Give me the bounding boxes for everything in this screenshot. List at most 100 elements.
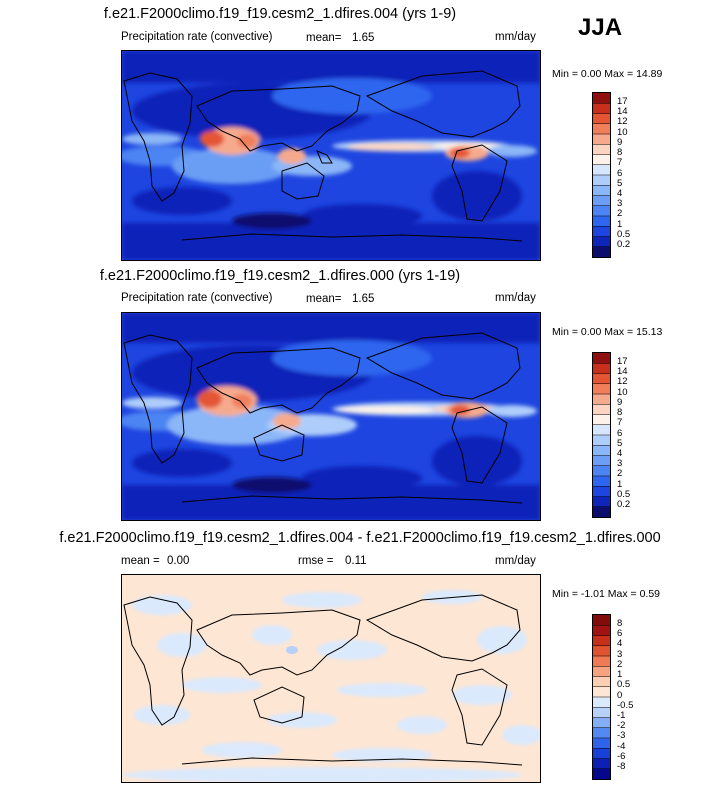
panel-3-minmax: Min = -1.01 Max = 0.59 — [552, 588, 660, 600]
colorbar-swatch — [593, 154, 610, 166]
panel-1-tick-13: 14 — [617, 106, 628, 117]
panel-3-tick-10: 2 — [617, 659, 623, 670]
panel-3-map — [121, 574, 541, 783]
panel-1-minmax: Min = 0.00 Max = 14.89 — [552, 68, 662, 80]
panel-2-title: f.e21.F2000climo.f19_f19.cesm2_1.dfires.… — [99, 268, 461, 284]
panel-1-mean-value: 1.65 — [352, 32, 375, 44]
panel-2-colorbar — [592, 352, 611, 518]
panel-2-max-value: 15.13 — [636, 326, 663, 338]
panel-2-mean-label: mean= — [306, 293, 342, 305]
panel-1-tick-3: 2 — [617, 208, 623, 219]
panel-2-tick-14: 17 — [617, 356, 628, 367]
panel-1-tick-7: 6 — [617, 168, 623, 179]
colorbar-swatch — [593, 656, 610, 667]
season-label: JJA — [578, 14, 623, 41]
panel-3-max-value: 0.59 — [639, 588, 660, 600]
colorbar-swatch — [593, 615, 610, 626]
panel-3-tick-5: -1 — [617, 710, 626, 721]
panel-1-tick-14: 17 — [617, 96, 628, 107]
panel-3-mean-label: mean = — [121, 555, 160, 567]
panel-1-units: mm/day — [495, 31, 536, 43]
colorbar-swatch — [593, 758, 610, 770]
colorbar-swatch — [593, 424, 610, 436]
panel-2-tick-5: 4 — [617, 448, 623, 459]
colorbar-swatch — [593, 144, 610, 155]
panel-3-tick-3: -3 — [617, 730, 626, 741]
colorbar-swatch — [593, 727, 610, 739]
panel-1-tick-5: 4 — [617, 188, 623, 199]
colorbar-swatch — [593, 717, 610, 729]
panel-2-tick-1: 0.5 — [617, 489, 631, 500]
panel-1-mean-label: mean= — [306, 32, 342, 44]
panel-3-max-label: Max = — [607, 588, 637, 600]
panel-3-tick-9: 1 — [617, 669, 623, 680]
panel-1-tick-4: 3 — [617, 198, 623, 209]
panel-3-rmse-value: 0.11 — [345, 555, 367, 567]
panel-3-colorbar — [592, 614, 611, 780]
colorbar-swatch — [593, 435, 610, 446]
panel-2-units: mm/day — [495, 292, 536, 304]
panel-2-tick-6: 5 — [617, 438, 623, 449]
colorbar-swatch — [593, 383, 610, 395]
panel-1-tick-11: 10 — [617, 127, 628, 138]
panel-3-tick-8: 0.5 — [617, 679, 631, 690]
panel-1-max-label: Max = — [604, 68, 634, 80]
colorbar-swatch — [593, 113, 610, 125]
colorbar-swatch — [593, 666, 610, 677]
colorbar-swatch — [593, 476, 610, 487]
panel-3-rmse-label: rmse = — [298, 555, 334, 567]
panel-2-tick-4: 3 — [617, 458, 623, 469]
panel-2-tick-8: 7 — [617, 417, 623, 428]
panel-3-mean-value: 0.00 — [167, 555, 190, 567]
panel-2-mean-value: 1.65 — [352, 293, 375, 305]
colorbar-swatch — [593, 404, 610, 415]
panel-3-tick-6: -0.5 — [617, 700, 634, 711]
panel-3-tick-1: -6 — [617, 751, 626, 762]
panel-2-tick-7: 6 — [617, 428, 623, 439]
panel-2-variable-label: Precipitation rate (convective) — [121, 292, 273, 304]
panel-3-title: f.e21.F2000climo.f19_f19.cesm2_1.dfires.… — [59, 530, 661, 546]
panel-1-tick-0: 0.2 — [617, 239, 631, 250]
panel-1-min-value: 0.00 — [580, 68, 602, 80]
colorbar-swatch — [593, 373, 610, 385]
panel-3-tick-12: 4 — [617, 638, 623, 649]
panel-1-tick-12: 12 — [617, 116, 628, 127]
panel-2-tick-10: 9 — [617, 397, 623, 408]
colorbar-swatch — [593, 175, 610, 186]
panel-1-tick-9: 8 — [617, 147, 623, 158]
panel-3-min-label: Min = — [552, 588, 578, 600]
colorbar-swatch — [593, 506, 610, 517]
colorbar-swatch — [593, 394, 610, 405]
panel-3-tick-2: -4 — [617, 741, 626, 752]
panel-2-tick-3: 2 — [617, 468, 623, 479]
colorbar-swatch — [593, 93, 610, 104]
colorbar-swatch — [593, 686, 610, 698]
panel-2-max-label: Max = — [604, 326, 634, 338]
panel-2-tick-11: 10 — [617, 387, 628, 398]
colorbar-swatch — [593, 748, 610, 759]
colorbar-swatch — [593, 676, 610, 688]
panel-1-variable-label: Precipitation rate (convective) — [121, 31, 273, 43]
panel-1-tick-8: 7 — [617, 157, 623, 168]
panel-2-tick-9: 8 — [617, 407, 623, 418]
colorbar-swatch — [593, 486, 610, 497]
colorbar-swatch — [593, 103, 610, 114]
panel-3-tick-0: -8 — [617, 761, 626, 772]
panel-2-min-label: Min = — [552, 326, 578, 338]
colorbar-swatch — [593, 414, 610, 426]
panel-3-tick-13: 6 — [617, 628, 623, 639]
panel-3-tick-11: 3 — [617, 649, 623, 660]
colorbar-swatch — [593, 635, 610, 647]
colorbar-swatch — [593, 226, 610, 237]
colorbar-swatch — [593, 768, 610, 779]
panel-2-minmax: Min = 0.00 Max = 15.13 — [552, 326, 662, 338]
panel-1-min-label: Min = — [552, 68, 578, 80]
panel-1-max-value: 14.89 — [636, 68, 663, 80]
colorbar-swatch — [593, 185, 610, 196]
colorbar-swatch — [593, 625, 610, 636]
colorbar-swatch — [593, 123, 610, 135]
colorbar-swatch — [593, 246, 610, 257]
colorbar-swatch — [593, 353, 610, 364]
panel-2-map — [121, 312, 541, 521]
colorbar-swatch — [593, 445, 610, 456]
